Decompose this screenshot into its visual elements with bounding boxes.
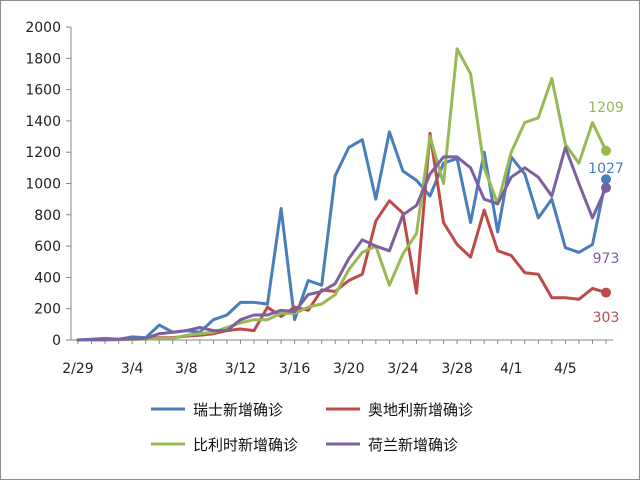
series-end-marker xyxy=(601,145,611,156)
series-end-label: 973 xyxy=(593,251,620,267)
y-tick-label: 600 xyxy=(34,239,61,255)
y-axis-ticks: 0 200 400 600 800 1000 1200 1400 1600 1800 2000 xyxy=(25,20,71,349)
legend-label: 瑞士新增确诊 xyxy=(193,401,283,419)
series-line xyxy=(76,130,608,342)
series-line xyxy=(76,47,608,342)
series-end-marker xyxy=(601,182,611,193)
series-end-marker xyxy=(601,287,611,298)
y-tick-label: 1400 xyxy=(25,114,61,130)
legend-label: 荷兰新增确诊 xyxy=(368,436,458,454)
series-end-marker xyxy=(601,174,611,185)
x-tick-label: 4/5 xyxy=(554,361,577,377)
series-end-label: 303 xyxy=(593,310,620,326)
series-end-label: 1027 xyxy=(588,161,624,177)
x-tick-label: 3/12 xyxy=(225,361,256,377)
series-line xyxy=(76,146,608,342)
plot-axes xyxy=(70,27,613,341)
y-tick-label: 1200 xyxy=(25,145,61,161)
y-tick-label: 400 xyxy=(34,270,61,286)
x-tick-label: 4/1 xyxy=(500,361,523,377)
x-tick-label: 3/8 xyxy=(175,361,198,377)
y-tick-label: 200 xyxy=(34,302,61,318)
y-tick-label: 800 xyxy=(34,208,61,224)
x-tick-label: 3/24 xyxy=(387,361,419,377)
x-tick-label: 3/28 xyxy=(441,361,472,377)
x-tick-label: 3/16 xyxy=(279,361,311,377)
x-tick-label: 2/29 xyxy=(62,361,93,377)
y-tick-label: 0 xyxy=(52,333,61,349)
y-tick-label: 2000 xyxy=(25,20,61,36)
series-end-markers: 1027 303 1209 973 xyxy=(588,100,624,326)
y-tick-label: 1000 xyxy=(25,177,61,193)
legend-label: 比利时新增确诊 xyxy=(193,436,298,454)
y-tick-label: 1600 xyxy=(25,83,61,99)
x-axis-ticks: 2/29 3/4 3/8 3/12 3/16 3/20 3/24 3/28 4/1 4/5 xyxy=(62,340,607,377)
x-tick-label: 3/4 xyxy=(121,361,144,377)
y-tick-label: 1800 xyxy=(25,51,61,67)
x-tick-label: 3/20 xyxy=(333,361,364,377)
legend-label: 奥地利新增确诊 xyxy=(368,401,473,419)
series-lines xyxy=(76,47,608,342)
series-end-label: 1209 xyxy=(588,100,624,116)
